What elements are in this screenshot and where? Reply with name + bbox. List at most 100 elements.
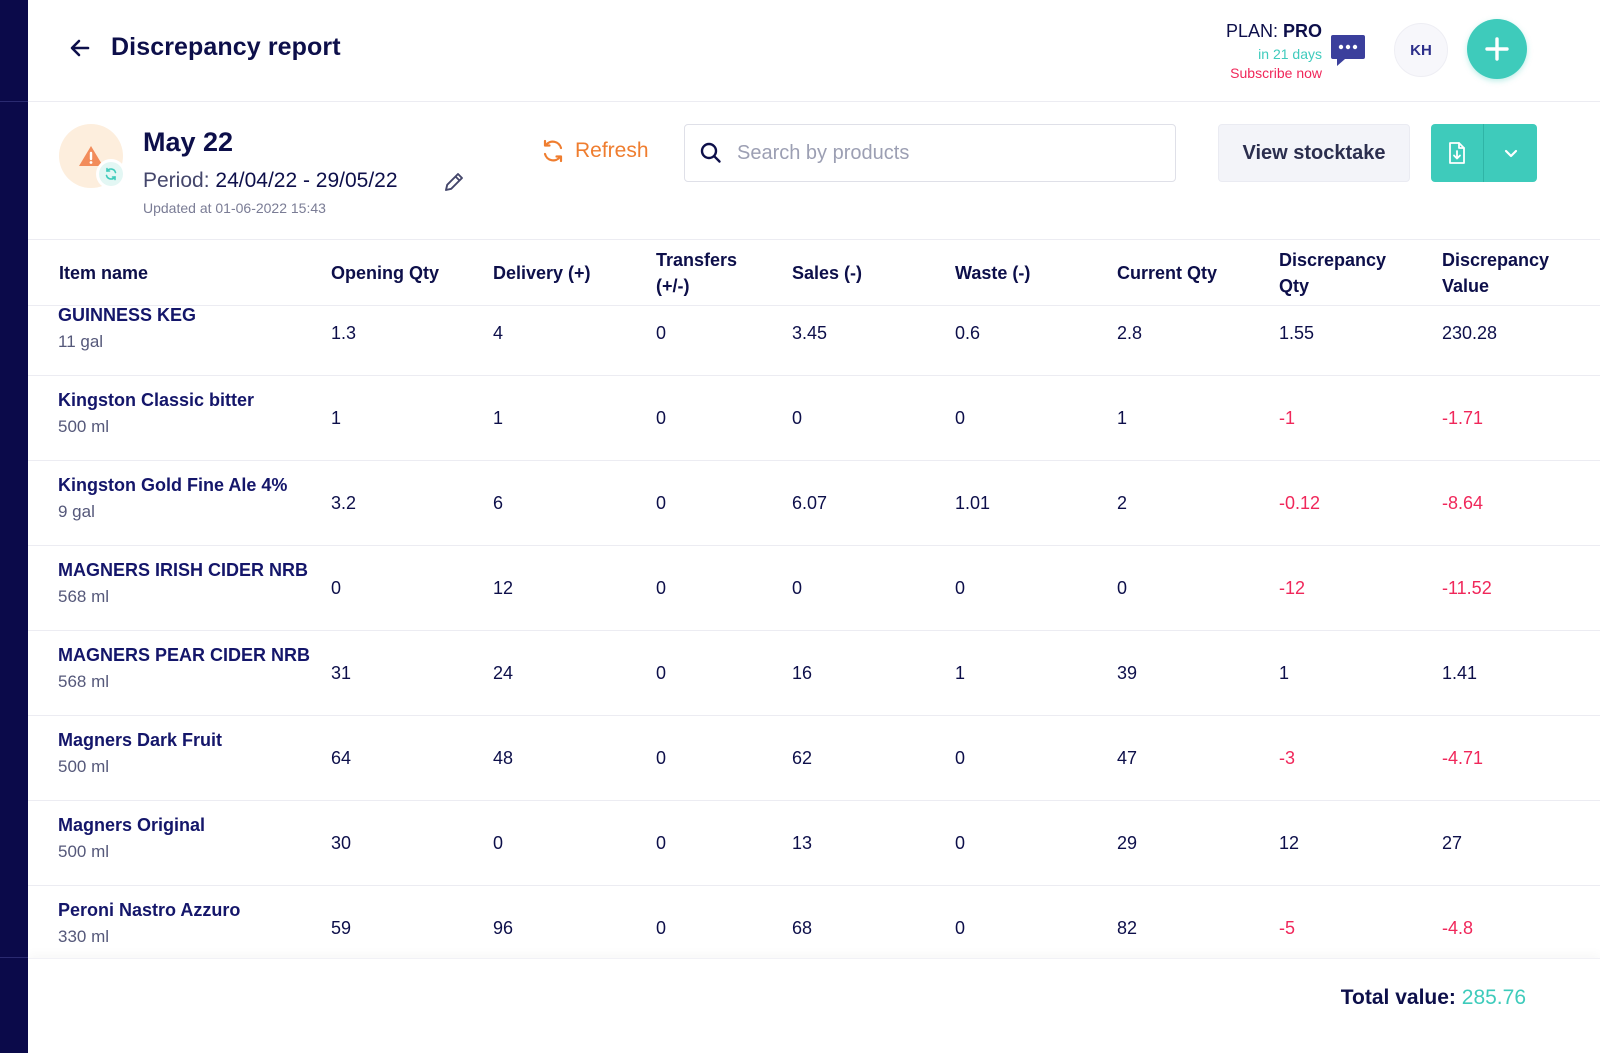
sync-badge	[96, 159, 126, 189]
cell-waste: 0	[955, 833, 966, 853]
table-body: GUINNESS KEG 11 gal 1.3 4 0 3.45 0.6 2.8 1.55 230…	[28, 291, 1600, 958]
subscribe-link[interactable]: Subscribe now	[1230, 65, 1322, 81]
cell-opening: 30	[331, 833, 352, 853]
cell-transfers: 0	[656, 408, 667, 428]
add-button[interactable]	[1467, 19, 1527, 79]
cell-current: 47	[1117, 748, 1138, 768]
edit-period-button[interactable]	[441, 169, 467, 195]
table-row[interactable]: Kingston Gold Fine Ale 4% 9 gal 3.2 6 0 6.07 1…	[28, 461, 1600, 546]
cell-disc-qty: -1	[1279, 408, 1296, 428]
cell-opening: 64	[331, 748, 352, 768]
refresh-label: Refresh	[575, 139, 649, 162]
item-size: 11 gal	[58, 332, 104, 351]
item-name[interactable]: Magners Dark Fruit	[58, 730, 223, 750]
refresh-button[interactable]: Refresh	[540, 136, 649, 166]
cell-current: 82	[1117, 918, 1138, 938]
cell-disc-qty: 1	[1279, 663, 1290, 683]
cell-delivery: 48	[493, 748, 514, 768]
table-row[interactable]: MAGNERS IRISH CIDER NRB 568 ml 0 12 0 0 0 0 -12 -…	[28, 546, 1600, 631]
view-stocktake-button[interactable]: View stocktake	[1218, 124, 1410, 182]
cell-delivery: 12	[493, 578, 514, 598]
total-amount: 285.76	[1461, 986, 1526, 1009]
item-name[interactable]: MAGNERS PEAR CIDER NRB	[58, 645, 311, 665]
cell-sales: 0	[792, 408, 803, 428]
column-header-current-qty: Current Qty	[1117, 262, 1218, 283]
cell-sales: 62	[792, 748, 813, 768]
cell-waste: 1	[955, 663, 966, 683]
page-title: Discrepancy report	[111, 33, 341, 61]
cell-disc-value: -4.8	[1442, 918, 1474, 938]
table-row[interactable]: Magners Dark Fruit 500 ml 64 48 0 62 0 47 -3 -4.7…	[28, 716, 1600, 801]
table-row[interactable]: MAGNERS PEAR CIDER NRB 568 ml 31 24 0 16 1 39 1 1…	[28, 631, 1600, 716]
search-input[interactable]	[737, 125, 1167, 181]
search-box	[684, 124, 1176, 182]
plan-label: PLAN:	[1225, 21, 1278, 41]
table-row[interactable]: Magners Original 500 ml 30 0 0 13 0 29 12 27	[28, 801, 1600, 886]
stocktake-header: May 22 Period: 24/04/22 - 29/05/22 Updat…	[28, 102, 1600, 240]
cell-waste: 1.01	[955, 493, 991, 513]
cell-delivery: 0	[493, 833, 504, 853]
export-button[interactable]	[1431, 124, 1484, 182]
cell-disc-value: -4.71	[1442, 748, 1484, 768]
export-dropdown-button[interactable]	[1484, 124, 1537, 182]
item-name[interactable]: Magners Original	[58, 815, 206, 835]
cell-disc-value: -8.64	[1442, 493, 1484, 513]
chat-button[interactable]	[1328, 30, 1368, 70]
item-name[interactable]: Kingston Gold Fine Ale 4%	[58, 475, 288, 495]
item-name[interactable]: GUINNESS KEG	[58, 305, 197, 325]
cell-opening: 0	[331, 578, 342, 598]
item-size: 500 ml	[58, 757, 110, 776]
cell-disc-value: -1.71	[1442, 408, 1484, 428]
item-size: 568 ml	[58, 587, 110, 606]
stocktake-name: May 22	[143, 127, 234, 157]
cell-disc-qty: -3	[1279, 748, 1296, 768]
sidebar-divider	[0, 957, 28, 958]
cell-disc-qty: -5	[1279, 918, 1296, 938]
total-label: Total value:	[1340, 986, 1456, 1009]
cell-opening: 1.3	[331, 323, 357, 343]
cell-waste: 0	[955, 918, 966, 938]
arrow-left-icon	[70, 39, 90, 57]
updated-timestamp: Updated at 01-06-2022 15:43	[143, 200, 326, 216]
app-sidebar-rail	[0, 0, 28, 1053]
warning-icon	[79, 146, 103, 166]
chat-bubble-icon	[1331, 35, 1365, 66]
cell-current: 2	[1117, 493, 1128, 513]
plan-name: PRO	[1282, 21, 1322, 41]
item-size: 9 gal	[58, 502, 95, 521]
chevron-down-icon	[1504, 149, 1517, 158]
cell-transfers: 0	[656, 748, 667, 768]
column-header-item-name: Item name	[59, 262, 149, 283]
back-button[interactable]	[66, 34, 94, 62]
warning-status	[59, 124, 123, 188]
item-name[interactable]: MAGNERS IRISH CIDER NRB	[58, 560, 309, 580]
item-name-cell: Peroni Nastro Azzuro 330 ml	[58, 900, 240, 947]
table-row[interactable]: Kingston Classic bitter 500 ml 1 1 0 0 0 1 -1 -1.…	[28, 376, 1600, 461]
item-name-cell: Magners Dark Fruit 500 ml	[58, 730, 222, 777]
cell-transfers: 0	[656, 323, 667, 343]
cell-sales: 0	[792, 578, 803, 598]
column-header-discrepancy-value: Discrepancy Value	[1442, 249, 1550, 296]
cell-disc-value: 230.28	[1442, 323, 1498, 343]
cell-waste: 0	[955, 408, 966, 428]
user-avatar[interactable]: KH	[1394, 23, 1448, 77]
export-button-group	[1431, 124, 1537, 182]
table-footer: Total value: 285.76	[28, 958, 1600, 1053]
cell-transfers: 0	[656, 663, 667, 683]
file-download-icon	[1449, 142, 1465, 164]
cell-waste: 0	[955, 748, 966, 768]
cell-waste: 0	[955, 578, 966, 598]
plan-expiry: in 21 days	[1258, 45, 1322, 62]
table-row[interactable]: Peroni Nastro Azzuro 330 ml 59 96 0 68 0 82 -5 -4…	[28, 886, 1600, 958]
cell-current: 39	[1117, 663, 1138, 683]
plan-info: PLAN: PRO in 21 days Subscribe now	[1226, 20, 1322, 83]
cell-current: 29	[1117, 833, 1138, 853]
cell-current: 1	[1117, 408, 1128, 428]
cell-sales: 68	[792, 918, 813, 938]
column-header-sales: Sales (-)	[792, 262, 863, 283]
item-name[interactable]: Peroni Nastro Azzuro	[58, 900, 241, 920]
item-name[interactable]: Kingston Classic bitter	[58, 390, 255, 410]
sidebar-divider	[0, 101, 28, 102]
cell-sales: 13	[792, 833, 813, 853]
table-row[interactable]: GUINNESS KEG 11 gal 1.3 4 0 3.45 0.6 2.8 1.55 230…	[28, 291, 1600, 376]
